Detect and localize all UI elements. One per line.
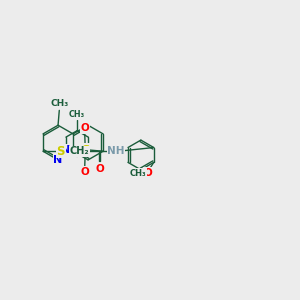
Text: CH₃: CH₃ bbox=[130, 169, 146, 178]
Text: CH₃: CH₃ bbox=[50, 99, 68, 108]
Text: S: S bbox=[57, 145, 65, 158]
Text: O: O bbox=[144, 168, 153, 178]
Text: N: N bbox=[61, 145, 70, 155]
Text: O: O bbox=[95, 164, 104, 174]
Text: N: N bbox=[53, 155, 63, 165]
Text: CH₂: CH₂ bbox=[70, 146, 89, 156]
Text: O: O bbox=[80, 124, 89, 134]
Text: CH₃: CH₃ bbox=[69, 110, 85, 119]
Text: O: O bbox=[80, 167, 89, 176]
Text: N: N bbox=[61, 145, 70, 155]
Text: NH: NH bbox=[107, 146, 125, 156]
Text: S: S bbox=[81, 143, 89, 157]
